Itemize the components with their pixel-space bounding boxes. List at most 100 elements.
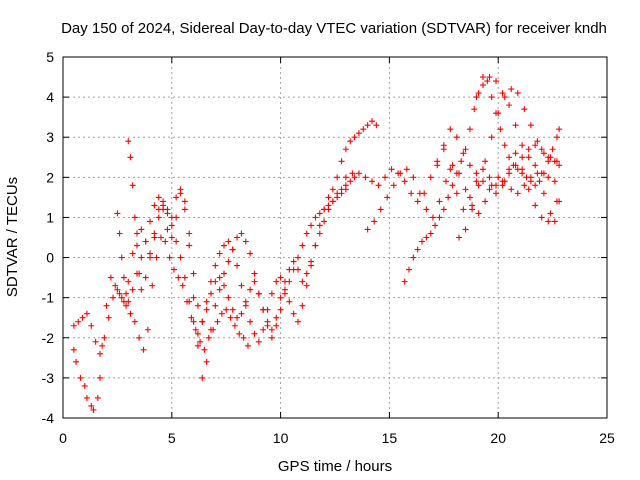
data-point <box>190 270 197 277</box>
data-point <box>77 374 84 381</box>
data-point <box>316 230 323 237</box>
data-point <box>125 278 132 285</box>
data-point <box>364 122 371 129</box>
data-point <box>214 318 221 325</box>
data-point <box>308 262 315 269</box>
data-point <box>462 226 469 233</box>
data-point <box>260 306 267 313</box>
data-point <box>347 138 354 145</box>
data-point <box>371 218 378 225</box>
data-point <box>207 290 214 297</box>
data-point <box>538 214 545 221</box>
data-point <box>501 142 508 149</box>
data-point <box>133 270 140 277</box>
data-point <box>223 306 230 313</box>
data-point <box>351 134 358 141</box>
data-point <box>199 374 206 381</box>
data-point <box>545 218 552 225</box>
data-point <box>416 190 423 197</box>
data-point <box>295 254 302 261</box>
data-point <box>251 270 258 277</box>
data-point <box>116 290 123 297</box>
data-point <box>469 206 476 213</box>
data-point <box>164 226 171 233</box>
data-point <box>290 266 297 273</box>
data-point <box>486 74 493 81</box>
data-point <box>125 138 132 145</box>
x-axis-label: GPS time / hours <box>278 458 392 475</box>
data-point <box>210 326 217 333</box>
data-point <box>466 194 473 201</box>
data-point <box>125 298 132 305</box>
data-point <box>247 286 254 293</box>
data-point <box>355 130 362 137</box>
y-tick-label: 0 <box>46 250 54 266</box>
data-point <box>519 142 526 149</box>
data-point <box>173 238 180 245</box>
data-point <box>107 274 114 281</box>
data-point <box>201 346 208 353</box>
data-point <box>442 178 449 185</box>
data-point <box>247 250 254 257</box>
data-point <box>96 374 103 381</box>
data-point <box>458 158 465 165</box>
data-point <box>540 190 547 197</box>
data-point <box>170 266 177 273</box>
data-point <box>225 238 232 245</box>
data-point <box>268 326 275 333</box>
data-point <box>482 198 489 205</box>
y-tick-label: 4 <box>46 89 54 105</box>
data-point <box>551 178 558 185</box>
data-point <box>501 178 508 185</box>
data-point <box>506 102 513 109</box>
data-point <box>142 274 149 281</box>
data-point <box>299 242 306 249</box>
data-point <box>440 142 447 149</box>
data-point <box>499 182 506 189</box>
data-point <box>166 254 173 261</box>
data-point <box>419 238 426 245</box>
data-point <box>203 358 210 365</box>
data-point <box>501 94 508 101</box>
data-point <box>255 338 262 345</box>
data-point <box>473 178 480 185</box>
data-point <box>473 94 480 101</box>
data-point <box>312 242 319 249</box>
data-point <box>181 206 188 213</box>
data-point <box>181 198 188 205</box>
data-point <box>362 174 369 181</box>
data-point <box>514 90 521 97</box>
data-point <box>525 186 532 193</box>
data-point <box>556 198 563 205</box>
data-point <box>312 214 319 221</box>
data-point <box>549 146 556 153</box>
data-point <box>342 186 349 193</box>
data-point <box>160 206 167 213</box>
data-point <box>212 278 219 285</box>
x-tick-label: 10 <box>273 430 289 446</box>
data-point <box>138 226 145 233</box>
data-point <box>194 330 201 337</box>
data-point <box>140 346 147 353</box>
data-point <box>351 174 358 181</box>
data-point <box>360 126 367 133</box>
data-point <box>462 146 469 153</box>
data-point <box>251 278 258 285</box>
data-point <box>388 166 395 173</box>
data-point <box>295 318 302 325</box>
data-point <box>221 242 228 249</box>
data-point <box>105 314 112 321</box>
data-point <box>264 322 271 329</box>
data-point <box>175 274 182 281</box>
data-point <box>453 190 460 197</box>
data-point <box>221 270 228 277</box>
data-point <box>153 254 160 261</box>
data-point <box>334 174 341 181</box>
series-track-2 <box>70 234 251 357</box>
data-point <box>397 170 404 177</box>
data-point <box>268 334 275 341</box>
data-point <box>192 326 199 333</box>
data-point <box>247 318 254 325</box>
data-point <box>303 270 310 277</box>
data-point <box>142 238 149 245</box>
